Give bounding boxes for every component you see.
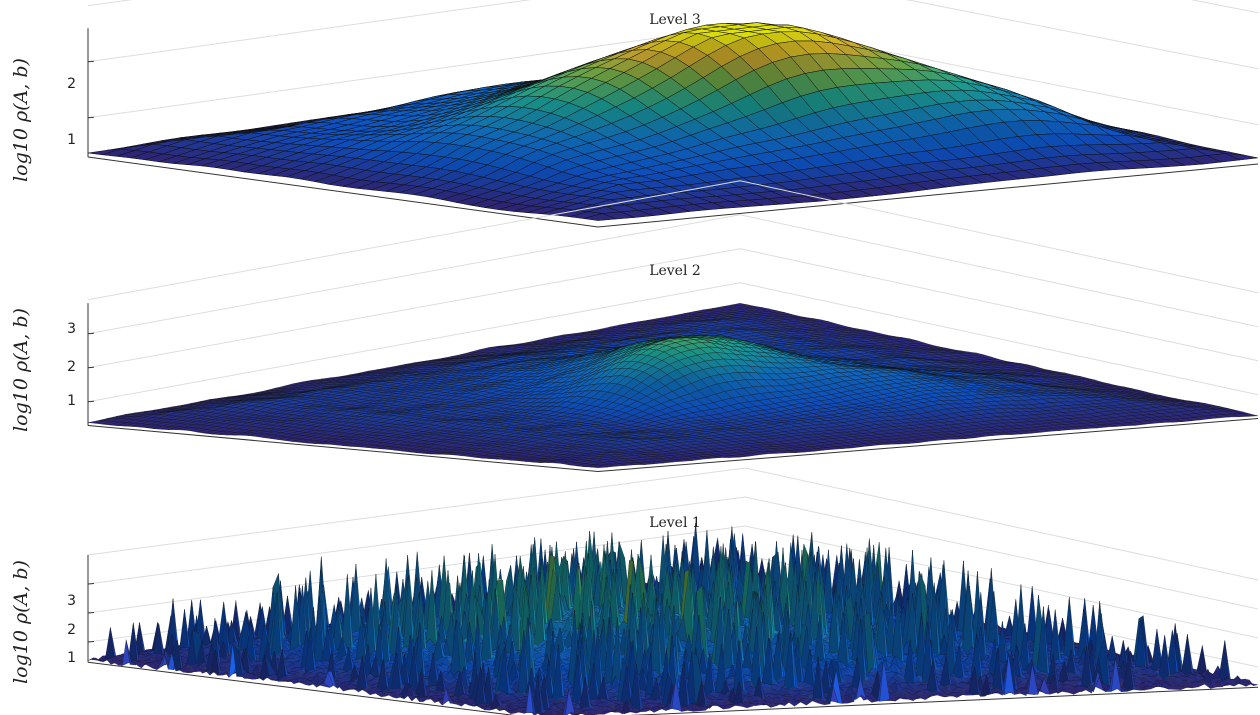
- ylabel-level-3: log10 ρ(A, b): [10, 58, 32, 182]
- surface-level-3: [87, 22, 1259, 221]
- panel-level-3: Level 3 log10 ρ(A, b) 1 2: [10, 0, 1259, 228]
- panel-level-2: Level 2 log10 ρ(A, b) 1 2 3: [10, 180, 1259, 473]
- z-tick-mark-0-0: [87, 116, 95, 119]
- surface-level-2: [87, 303, 1259, 469]
- ztick-level-3-2: 2: [67, 76, 76, 92]
- gridline-0-2: [87, 0, 1259, 14]
- ztick-level-3-1: 1: [67, 132, 76, 148]
- title-level-3: Level 3: [649, 12, 701, 28]
- gridline-0-1: [87, 0, 1259, 70]
- z-tick-mark-0-1: [87, 60, 95, 63]
